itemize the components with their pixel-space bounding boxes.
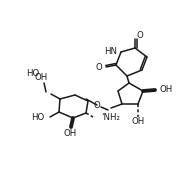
- Text: 'NH₂: 'NH₂: [101, 114, 120, 122]
- Text: OH: OH: [63, 129, 77, 139]
- Text: HO: HO: [26, 69, 39, 78]
- Text: OH: OH: [34, 74, 48, 82]
- Text: OH: OH: [131, 117, 145, 127]
- Text: OH: OH: [159, 86, 172, 95]
- Text: HN: HN: [104, 47, 117, 56]
- Text: O: O: [94, 101, 100, 109]
- Text: O: O: [95, 63, 102, 73]
- Text: O: O: [137, 30, 143, 40]
- Text: HO: HO: [31, 113, 44, 122]
